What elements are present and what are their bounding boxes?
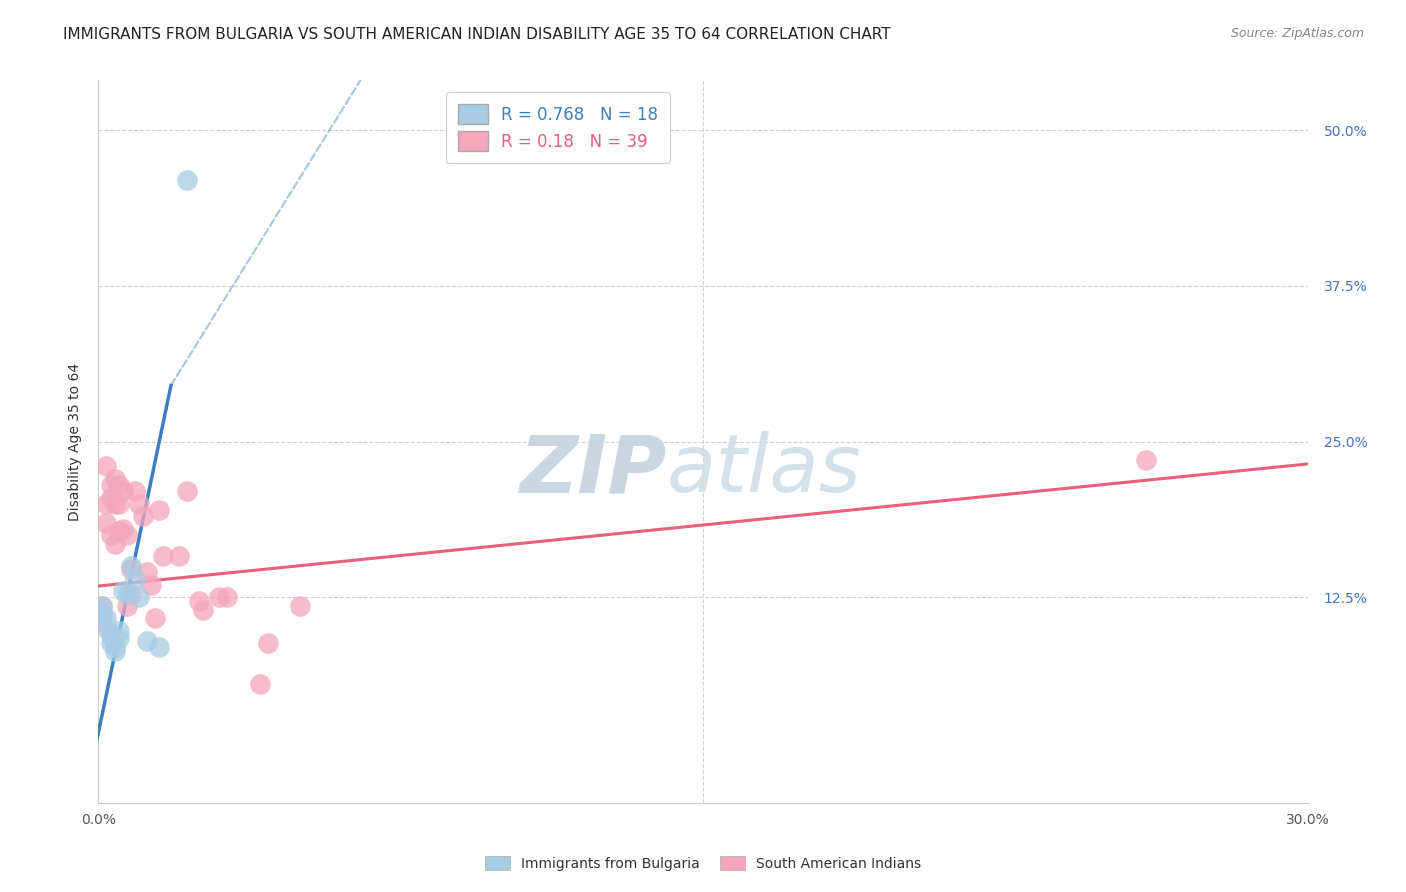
Point: [188, 594, 211, 608]
Point: [100, 528, 122, 542]
Text: ZIP: ZIP: [519, 432, 666, 509]
Point: [91, 599, 114, 613]
Point: [120, 559, 142, 574]
Text: IMMIGRANTS FROM BULGARIA VS SOUTH AMERICAN INDIAN DISABILITY AGE 35 TO 64 CORREL: IMMIGRANTS FROM BULGARIA VS SOUTH AMERIC…: [63, 27, 891, 42]
Point: [107, 478, 129, 492]
Point: [103, 640, 125, 654]
Point: [288, 599, 311, 613]
Point: [115, 586, 138, 600]
Point: [103, 644, 125, 658]
Point: [176, 173, 198, 187]
Point: [124, 484, 146, 499]
Point: [103, 497, 125, 511]
Point: [132, 509, 155, 524]
Point: [100, 636, 122, 650]
Point: [100, 478, 122, 492]
Point: [135, 566, 157, 580]
Legend: R = 0.768   N = 18, R = 0.18   N = 39: R = 0.768 N = 18, R = 0.18 N = 39: [446, 92, 669, 163]
Point: [1135, 453, 1157, 467]
Point: [148, 503, 170, 517]
Point: [217, 591, 239, 605]
Point: [96, 611, 118, 625]
Point: [91, 599, 114, 613]
Point: [128, 591, 150, 605]
Point: [139, 578, 162, 592]
Point: [256, 636, 278, 650]
Point: [128, 497, 150, 511]
Point: [143, 611, 166, 625]
Point: [120, 561, 142, 575]
Point: [107, 632, 129, 646]
Point: [193, 603, 215, 617]
Point: [148, 640, 170, 654]
Text: Source: ZipAtlas.com: Source: ZipAtlas.com: [1230, 27, 1364, 40]
Point: [120, 586, 142, 600]
Point: [100, 627, 122, 641]
Point: [96, 459, 118, 474]
Point: [107, 624, 129, 638]
Point: [107, 497, 129, 511]
Point: [91, 609, 114, 624]
Point: [249, 677, 271, 691]
Point: [107, 524, 129, 539]
Point: [96, 516, 118, 530]
Point: [91, 607, 114, 621]
Point: [167, 549, 190, 563]
Point: [135, 633, 157, 648]
Point: [208, 591, 231, 605]
Point: [103, 472, 125, 486]
Point: [111, 522, 134, 536]
Legend: Immigrants from Bulgaria, South American Indians: Immigrants from Bulgaria, South American…: [479, 850, 927, 876]
Point: [111, 584, 134, 599]
Point: [96, 621, 118, 635]
Point: [152, 549, 174, 563]
Point: [91, 615, 114, 630]
Point: [111, 484, 134, 499]
Y-axis label: Disability Age 35 to 64: Disability Age 35 to 64: [67, 362, 82, 521]
Point: [176, 484, 198, 499]
Point: [124, 572, 146, 586]
Point: [115, 528, 138, 542]
Point: [100, 491, 122, 505]
Point: [115, 599, 138, 613]
Point: [96, 497, 118, 511]
Point: [103, 537, 125, 551]
Text: atlas: atlas: [666, 432, 862, 509]
